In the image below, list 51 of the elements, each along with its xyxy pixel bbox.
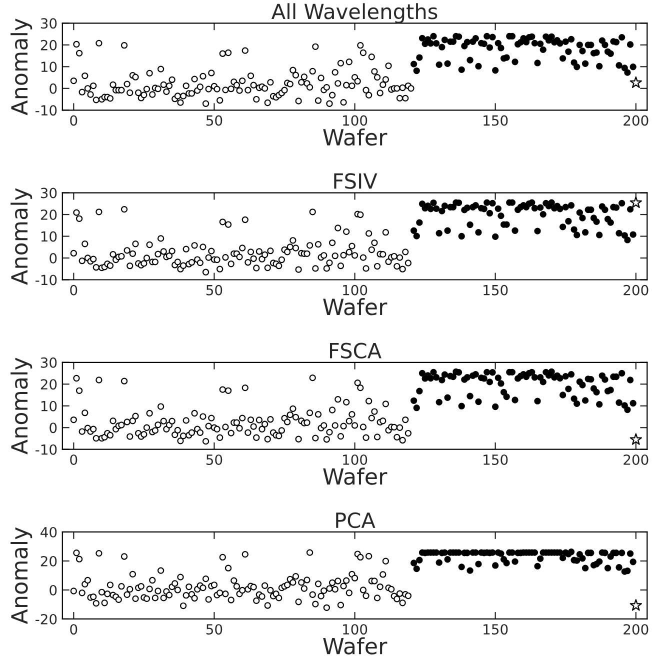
y-tick-label: -20 (36, 614, 57, 624)
y-tick-label: 0 (50, 83, 57, 94)
x-tick-label: 150 (484, 284, 508, 296)
x-tick-label: 50 (206, 454, 222, 465)
y-tick-label: 30 (40, 357, 57, 368)
y-tick-label: 30 (40, 18, 57, 29)
y-tick-label: 20 (40, 40, 57, 50)
x-tick-label: 50 (206, 624, 222, 635)
y-tick-label: 10 (41, 400, 57, 412)
x-tick-label: 200 (624, 284, 648, 296)
y-axis-title: Anomaly (10, 527, 32, 624)
y-tick-label: 30 (40, 188, 57, 198)
y-tick-label: 20 (40, 379, 57, 390)
x-axis-title: Wafer (323, 298, 388, 316)
x-tick-label: 100 (343, 115, 368, 126)
x-tick-label: 0 (70, 115, 78, 126)
x-tick-label: 0 (70, 454, 78, 465)
y-tick-label: 10 (41, 62, 57, 72)
x-tick-label: 100 (343, 624, 368, 635)
x-tick-label: 150 (484, 115, 508, 126)
chart-title: FSIV (334, 173, 378, 189)
y-tick-label: -10 (36, 274, 57, 286)
x-tick-label: 200 (624, 624, 648, 635)
x-tick-label: 200 (624, 115, 648, 126)
y-axis-title: Anomaly (10, 18, 32, 116)
x-tick-label: 0 (70, 284, 78, 296)
y-tick-label: 0 (50, 252, 57, 264)
y-tick-label: -10 (36, 105, 57, 116)
chart-title: All Wavelengths (271, 3, 438, 24)
x-tick-label: 100 (343, 454, 368, 465)
y-tick-label: 40 (40, 526, 57, 538)
x-tick-label: 150 (484, 454, 508, 465)
x-tick-label: 200 (624, 454, 648, 465)
y-tick-label: 20 (40, 556, 57, 566)
y-axis-title: Anomaly (10, 188, 32, 285)
y-tick-label: -10 (36, 444, 57, 455)
chart-title: PCA (336, 512, 376, 528)
x-tick-label: 50 (206, 284, 222, 296)
y-tick-label: 0 (50, 422, 57, 434)
x-tick-label: 100 (343, 284, 368, 296)
x-tick-label: 50 (206, 115, 222, 126)
x-axis-title: Wafer (323, 468, 388, 485)
x-tick-label: 0 (70, 624, 78, 635)
x-tick-label: 150 (484, 624, 508, 635)
x-axis-title: Wafer (323, 637, 388, 654)
y-axis-title: Anomaly (10, 358, 32, 454)
y-tick-label: 10 (41, 231, 57, 242)
y-tick-label: 0 (50, 584, 57, 596)
x-axis-title: Wafer (323, 128, 388, 146)
y-tick-label: 20 (40, 209, 57, 220)
chart-title: FSCA (330, 342, 382, 359)
